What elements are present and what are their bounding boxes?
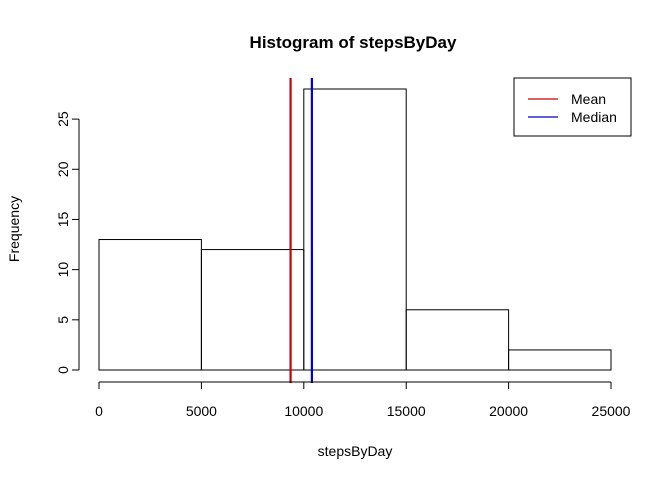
legend-box — [513, 77, 632, 137]
x-tick-label: 15000 — [387, 403, 426, 419]
histogram-bar-5 — [508, 349, 612, 371]
x-tick-label: 0 — [95, 403, 103, 419]
legend-label-median: Median — [571, 109, 617, 125]
legend: Mean Median — [513, 77, 632, 137]
histogram-bar-1 — [98, 239, 202, 371]
x-tick-label: 10000 — [284, 403, 323, 419]
reference-lines — [289, 78, 313, 383]
y-tick-label: 5 — [55, 316, 71, 324]
x-axis: 0 5000 10000 15000 20000 25000 — [95, 381, 631, 419]
x-tick-label: 25000 — [592, 403, 631, 419]
y-axis-title: Frequency — [6, 196, 22, 262]
y-tick-label: 25 — [55, 111, 71, 127]
histogram-bar-2 — [200, 249, 305, 371]
histogram-bar-3 — [303, 88, 407, 371]
y-tick-label: 10 — [55, 262, 71, 278]
y-tick-label: 0 — [55, 366, 71, 374]
x-axis-title: stepsByDay — [318, 443, 393, 459]
histogram-bar-4 — [405, 309, 510, 371]
x-tick-label: 5000 — [186, 403, 217, 419]
chart-title: Histogram of stepsByDay — [250, 33, 457, 52]
histogram-bars — [98, 88, 612, 371]
legend-label-mean: Mean — [571, 91, 606, 107]
y-tick-label: 20 — [55, 161, 71, 177]
x-tick-label: 20000 — [489, 403, 528, 419]
y-tick-label: 15 — [55, 211, 71, 227]
y-axis: 0 5 10 15 20 25 — [55, 111, 80, 374]
